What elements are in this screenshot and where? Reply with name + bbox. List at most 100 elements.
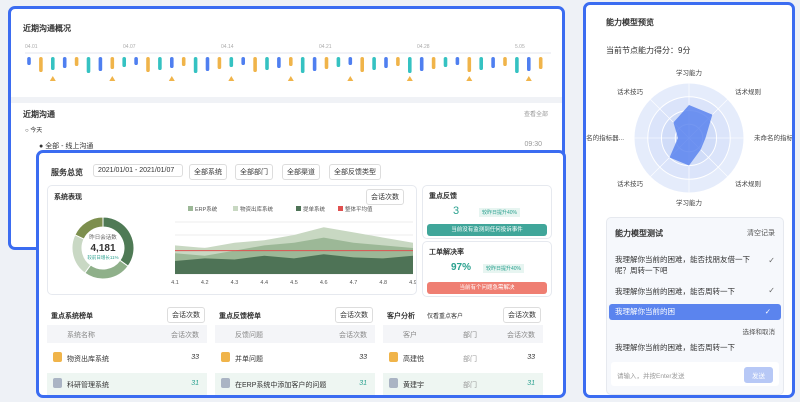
x-tick-label: 4.7 — [350, 280, 358, 286]
placeholder: 请输入，并按Enter发送 — [617, 373, 685, 380]
rank-icon — [221, 378, 230, 388]
marker — [455, 57, 460, 65]
ranking-card: 客户分析 仅看重点客户 会话次数 客户 部门 会话次数 高建悦 部门 33 黄建宇 部门 31 — [383, 305, 543, 395]
date-label: 04.28 — [417, 44, 430, 50]
select[interactable]: 会话次数 — [366, 189, 404, 205]
radar-label: 学习能力 — [676, 68, 702, 77]
title: 重点系统榜单 — [51, 313, 93, 320]
header-row: 系统名称 会话次数 — [47, 325, 207, 343]
title: 能力模型预览 — [606, 18, 654, 27]
x-tick-label: 4.3 — [231, 280, 239, 286]
header: 部门 — [463, 332, 477, 339]
message: 我理解你当前的困难，能否周转一下 — [615, 287, 735, 296]
marker — [277, 57, 281, 68]
marker — [467, 57, 472, 72]
action[interactable]: 选择和取消 — [742, 329, 776, 336]
marker — [300, 57, 305, 73]
marker — [110, 57, 115, 69]
radar-area — [669, 105, 713, 166]
title: 系统表现 — [54, 194, 82, 201]
send-button[interactable]: 发送 — [744, 367, 773, 383]
cell: 33 — [359, 354, 367, 361]
cell: 科研管理系统 — [67, 382, 109, 389]
radar-label: 话术规则 — [735, 179, 761, 188]
date-picker[interactable]: 2021/01/01 - 2021/01/07 — [93, 164, 183, 177]
marker — [336, 57, 341, 67]
donut-slice — [71, 234, 92, 274]
marker — [74, 57, 79, 66]
donut-value: 4,181 — [90, 243, 115, 254]
cell: 33 — [527, 354, 535, 361]
cell: 并单问题 — [235, 356, 263, 363]
header: 会话次数 — [507, 332, 535, 339]
message: 我理解你当前的困难，能否找朋友借一下呢？周转一下吧 — [615, 255, 750, 275]
marker — [443, 57, 448, 67]
item: ● 全部 - 线上沟通 — [39, 143, 94, 150]
date-label: 04.21 — [319, 44, 332, 50]
flag — [109, 76, 116, 81]
marker — [360, 57, 364, 72]
timeline: 04.01 04.07 04.14 04.21 04.28 5.05 — [25, 44, 551, 81]
title: 重点反馈 — [429, 193, 457, 200]
marker — [431, 57, 436, 69]
flag — [168, 76, 175, 81]
marker — [122, 57, 126, 67]
table-row: 黄建宇 部门 31 — [383, 373, 543, 395]
filter[interactable]: 全部反馈类型 — [329, 164, 381, 180]
select[interactable]: 会话次数 — [167, 307, 205, 323]
rank-icon — [221, 352, 230, 362]
donut-slice — [74, 216, 104, 240]
header: 系统名称 — [67, 332, 95, 339]
flag — [228, 76, 235, 81]
table-row: 在ERP系统中添加客户的问题 31 — [215, 373, 375, 395]
marker — [479, 57, 483, 70]
marker — [527, 57, 531, 71]
marker — [408, 57, 412, 73]
radar-label: 未命名的指标器... — [586, 133, 624, 142]
header: 会话次数 — [171, 332, 199, 339]
filter[interactable]: 仅看重点客户 — [427, 314, 464, 320]
marker — [146, 57, 150, 72]
selected-message[interactable]: 我理解你当前的困 ✓ — [609, 304, 781, 320]
header: 反馈问题 — [235, 332, 263, 339]
x-tick-label: 4.4 — [260, 280, 268, 286]
button[interactable]: 当前没有监测到任何投诉事件 — [427, 224, 547, 236]
marker — [538, 57, 543, 69]
marker — [312, 57, 317, 71]
change: 较昨日提升40% — [479, 208, 521, 217]
cell: 黄建宇 — [403, 382, 424, 389]
clear[interactable]: 清空记录 — [747, 230, 775, 237]
button[interactable]: 当前有个问题急需解决 — [427, 282, 547, 294]
marker — [491, 57, 495, 68]
select[interactable]: 会话次数 — [335, 307, 373, 323]
legend-label: ERP系统 — [195, 205, 218, 213]
table-row: 科研管理系统 31 — [47, 373, 207, 395]
link[interactable]: 查看全部 — [523, 112, 548, 118]
marker — [39, 57, 43, 72]
legend-swatch — [296, 206, 301, 211]
x-tick-label: 4.9 — [409, 280, 416, 286]
title: 客户分析 — [387, 313, 415, 320]
filter[interactable]: 全部渠道 — [282, 164, 320, 180]
cell: 31 — [359, 380, 367, 387]
header-row: 客户 部门 会话次数 — [383, 325, 543, 343]
select[interactable]: 会话次数 — [503, 307, 541, 323]
marker — [419, 57, 424, 71]
marker — [134, 57, 138, 65]
filter[interactable]: 全部部门 — [235, 164, 273, 180]
marker — [503, 57, 507, 66]
marker — [205, 57, 210, 71]
marker — [170, 57, 174, 68]
x-tick-label: 4.6 — [320, 280, 328, 286]
flag — [287, 76, 294, 81]
cell: 33 — [191, 354, 199, 361]
radar-label: 话术规则 — [735, 87, 761, 96]
cell: 物资出库系统 — [67, 356, 109, 363]
model-panel: 能力模型预览 当前节点能力得分：9分 学习能力话术规则未命名的指标器...话术规… — [583, 2, 795, 398]
rank-icon — [389, 378, 398, 388]
marker — [51, 57, 55, 70]
input[interactable]: 请输入，并按Enter发送 发送 — [611, 362, 779, 386]
filter[interactable]: 全部系统 — [189, 164, 227, 180]
marker — [86, 57, 91, 73]
